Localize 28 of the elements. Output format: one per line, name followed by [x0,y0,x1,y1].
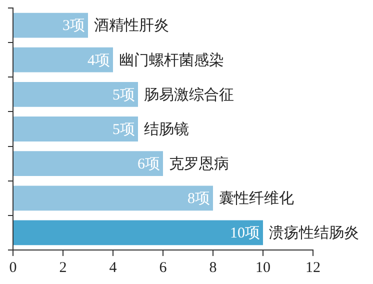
y-tick-label: 克罗恩病 [169,156,229,173]
y-tick-label: 囊性纤维化 [219,190,294,208]
bar [14,116,138,142]
bar [14,151,163,176]
bar [14,12,88,38]
x-tick-label: 0 [9,260,17,276]
data-label: 10项 [230,226,260,242]
data-label: 5项 [112,122,135,138]
y-tick-label: 溃疡性结肠炎 [269,224,359,242]
bar [14,82,138,107]
y-tick-label: 肠易激综合征 [144,86,234,104]
data-label: 6项 [138,156,160,173]
x-tick-label: 12 [306,260,320,276]
data-label: 3项 [62,18,85,34]
bar [14,47,113,72]
bar [14,220,263,246]
data-label: 5项 [112,87,135,104]
data-label: 4项 [88,52,110,69]
data-label: 8项 [188,191,210,208]
y-tick-label: 结肠镜 [144,120,189,138]
x-tick-label: 6 [159,260,168,276]
x-tick-label: 4 [109,260,118,276]
x-tick-label: 2 [59,260,67,276]
y-tick-label: 酒精性肝炎 [94,17,169,34]
y-tick-label: 幽门螺杆菌感染 [119,52,224,69]
bar [14,186,213,211]
x-tick-label: 8 [209,260,217,276]
x-tick-label: 10 [256,260,270,276]
